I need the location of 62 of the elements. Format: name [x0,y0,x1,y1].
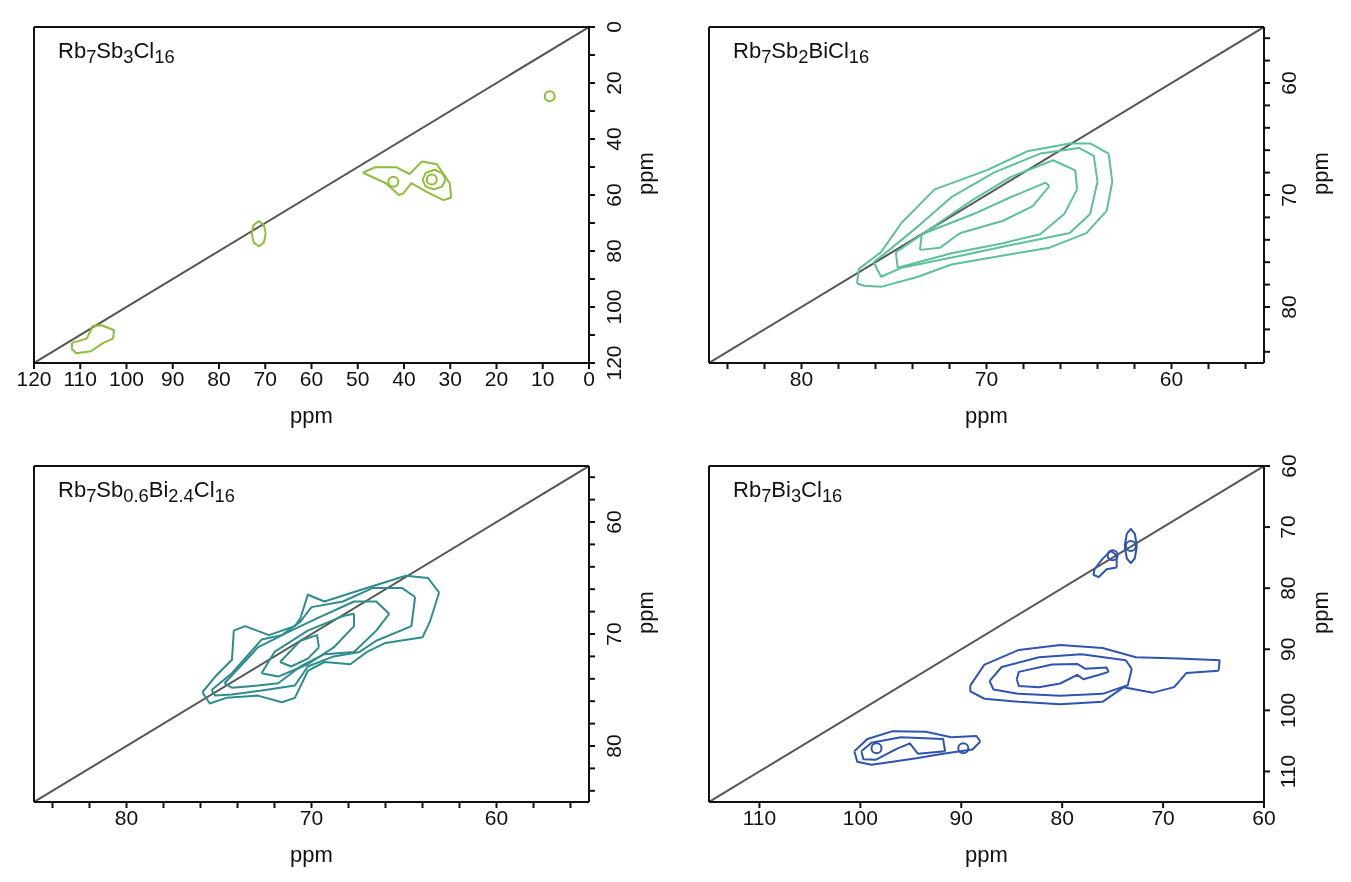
point [543,90,556,103]
y-tick-label: 100 [601,289,625,325]
x-tick-label: 60 [484,805,509,829]
x-tick-label: 70 [974,366,999,390]
text: Rb$_{7}$Sb$_{3}$Cl$_{16}$ [58,38,175,69]
y-tick-label: 70 [601,622,625,646]
y-axis-title: ppm [632,591,658,634]
x-tick-label: 70 [299,805,324,829]
y-tick-label: 80 [601,734,625,758]
x-tick-label: 50 [346,366,370,390]
x-tick-label: 110 [63,366,97,390]
point [425,173,438,186]
y-tick-label: 60 [1276,71,1300,95]
x-tick-label: 60 [299,366,324,390]
y-tick-label: 20 [601,71,625,95]
y-tick-label: 80 [1276,576,1300,600]
text: Rb$_{7}$Sb$_{2}$BiCl$_{16}$ [733,38,870,69]
y-tick-label: 40 [601,127,625,151]
x-tick-label: 60 [1159,366,1184,390]
y-tick-label: 80 [601,239,625,263]
point [387,175,400,188]
x-tick-label: 70 [253,366,277,390]
x-tick-label: 100 [842,805,878,829]
text: Rb$_{7}$Sb$_{0.6}$Bi$_{2.4}$Cl$_{16}$ [58,477,235,508]
y-tick-label: 110 [1276,754,1300,789]
x-tick-label: 40 [392,366,416,390]
y-tick-label: 60 [601,183,625,207]
x-tick-label: 60 [1252,805,1276,829]
y-axis-title: ppm [632,152,658,195]
x-tick-label: 80 [1050,805,1074,829]
x-axis-title: ppm [965,842,1008,867]
x-axis-title: ppm [290,403,333,428]
x-tick-label: 90 [949,805,973,829]
x-tick-label: 70 [1151,805,1175,829]
y-tick-label: 70 [1276,183,1300,207]
x-tick-label: 80 [114,805,139,829]
x-tick-label: 10 [531,366,555,390]
y-tick-label: 60 [601,510,625,534]
point [1124,540,1137,553]
x-tick-label: 0 [583,366,595,390]
text: Rb$_{7}$Bi$_{3}$Cl$_{16}$ [733,477,843,508]
x-tick-label: 80 [789,366,814,390]
point [1106,549,1119,562]
x-axis-title: ppm [290,842,333,867]
y-tick-label: 0 [601,21,625,33]
x-tick-label: 110 [742,805,777,829]
x-tick-label: 90 [161,366,185,390]
x-tick-label: 80 [207,366,231,390]
point [870,742,883,755]
y-tick-label: 80 [1276,295,1300,319]
x-axis-title: ppm [965,403,1008,428]
x-tick-label: 120 [16,366,52,390]
y-tick-label: 90 [1276,637,1300,661]
x-tick-label: 20 [484,366,509,390]
x-tick-label: 30 [438,366,462,390]
y-tick-label: 100 [1276,692,1300,728]
y-axis-title: ppm [1307,591,1333,634]
y-axis-title: ppm [1307,152,1333,195]
point [957,742,970,755]
x-tick-label: 100 [108,366,145,390]
y-tick-label: 70 [1276,515,1300,539]
y-tick-label: 60 [1276,454,1300,478]
